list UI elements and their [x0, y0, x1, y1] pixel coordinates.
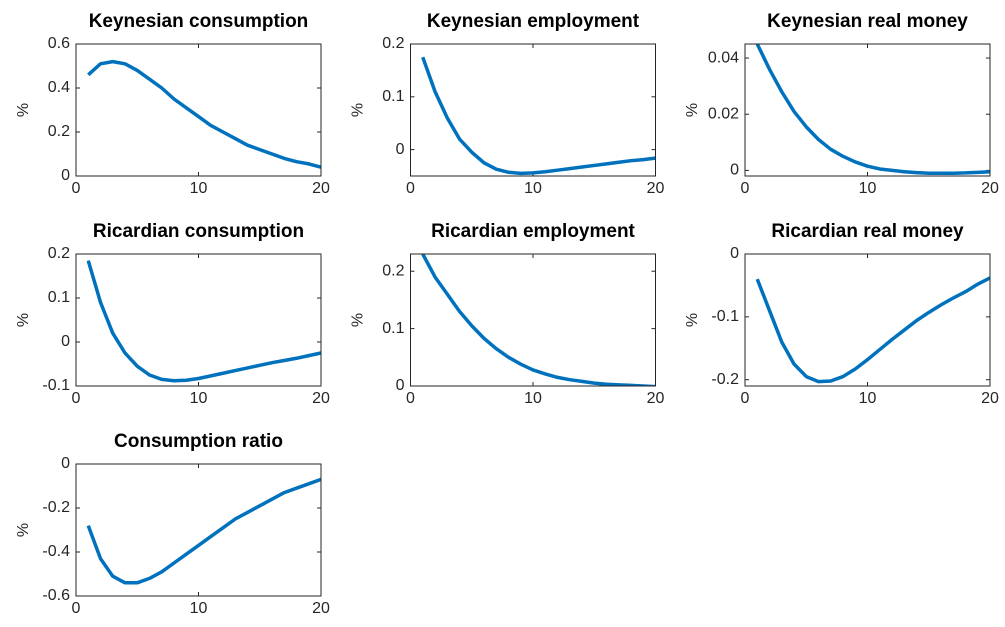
y-tick-label: 0.2	[382, 262, 404, 279]
x-tick-label: 20	[312, 390, 330, 407]
plot-area	[86, 477, 321, 585]
plot-area	[421, 254, 656, 386]
y-axis-label: %	[684, 103, 701, 117]
x-tick-label: 10	[524, 180, 542, 197]
x-tick-label: 0	[406, 390, 415, 407]
y-tick-label: 0.04	[708, 49, 739, 66]
data-line	[755, 44, 990, 175]
y-tick-label: -0.6	[42, 587, 70, 604]
chart-title: Ricardian real money	[771, 221, 964, 242]
axes-box	[410, 43, 656, 177]
x-tick-label: 0	[741, 180, 750, 197]
y-tick-label: 0	[61, 333, 70, 350]
axes-box	[75, 463, 322, 597]
x-tick-label: 10	[190, 180, 208, 197]
x-tick-label: 20	[981, 390, 999, 407]
x-tick-label: 0	[72, 180, 81, 197]
x-tick-label: 10	[524, 390, 542, 407]
x-tick-label: 20	[981, 180, 999, 197]
y-tick-label: 0.2	[48, 123, 70, 140]
y-axis-label: %	[350, 103, 367, 117]
x-tick-label: 20	[647, 390, 665, 407]
y-axis-label: %	[15, 103, 32, 117]
chart-title: Keynesian real money	[767, 11, 968, 32]
plot-area	[755, 44, 990, 175]
y-tick-label: 0	[730, 162, 739, 179]
plot-area	[755, 276, 990, 384]
y-axis-label: %	[684, 313, 701, 327]
y-tick-label: -0.1	[42, 377, 70, 394]
data-line	[421, 254, 656, 386]
plot-area	[421, 56, 656, 176]
x-tick-label: 20	[647, 180, 665, 197]
y-tick-label: 0.02	[708, 105, 739, 122]
x-tick-label: 10	[859, 180, 877, 197]
y-tick-label: 0.4	[48, 79, 70, 96]
axes-box	[410, 253, 656, 387]
y-tick-label: 0.1	[382, 320, 404, 337]
axes-box	[75, 43, 322, 177]
axes-box	[744, 43, 991, 177]
y-axis-label: %	[15, 313, 32, 327]
y-tick-label: -0.2	[711, 371, 739, 388]
x-tick-label: 0	[741, 390, 750, 407]
x-tick-label: 20	[312, 600, 330, 617]
y-tick-label: 0.1	[382, 88, 404, 105]
data-line	[421, 56, 656, 176]
y-tick-label: 0.2	[48, 245, 70, 262]
data-line	[755, 276, 990, 384]
y-tick-label: -0.4	[42, 543, 70, 560]
chart-title: Ricardian employment	[431, 221, 635, 242]
y-tick-label: 0	[396, 141, 405, 158]
data-line	[87, 59, 321, 169]
y-tick-label: 0.6	[48, 35, 70, 52]
chart-title: Keynesian employment	[427, 11, 640, 32]
y-tick-label: 0	[730, 245, 739, 262]
plot-area	[87, 59, 321, 169]
axes-box	[75, 253, 322, 387]
y-axis-label: %	[15, 523, 32, 537]
x-tick-label: 0	[406, 180, 415, 197]
x-tick-label: 10	[190, 390, 208, 407]
x-tick-label: 0	[72, 600, 81, 617]
y-tick-label: 0.2	[382, 35, 404, 52]
y-axis-label: %	[350, 313, 367, 327]
x-tick-label: 20	[312, 180, 330, 197]
chart-title: Ricardian consumption	[93, 221, 304, 242]
chart-title: Consumption ratio	[114, 431, 283, 452]
chart-title: Keynesian consumption	[89, 11, 309, 32]
x-tick-label: 0	[72, 390, 81, 407]
y-tick-label: -0.2	[42, 499, 70, 516]
x-tick-label: 10	[859, 390, 877, 407]
axes-box	[744, 253, 991, 387]
data-line	[86, 477, 321, 585]
y-tick-label: 0.1	[48, 289, 70, 306]
y-tick-label: 0	[396, 377, 405, 394]
y-tick-label: -0.1	[711, 308, 739, 325]
plot-area	[86, 260, 321, 383]
y-tick-label: 0	[61, 167, 70, 184]
data-line	[86, 260, 321, 383]
x-tick-label: 10	[190, 600, 208, 617]
y-tick-label: 0	[61, 455, 70, 472]
